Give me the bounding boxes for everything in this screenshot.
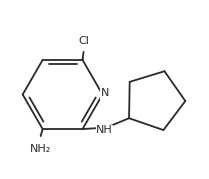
Text: N: N	[101, 88, 109, 98]
Text: NH: NH	[96, 125, 113, 136]
Text: NH₂: NH₂	[30, 144, 51, 154]
Text: Cl: Cl	[78, 36, 89, 46]
